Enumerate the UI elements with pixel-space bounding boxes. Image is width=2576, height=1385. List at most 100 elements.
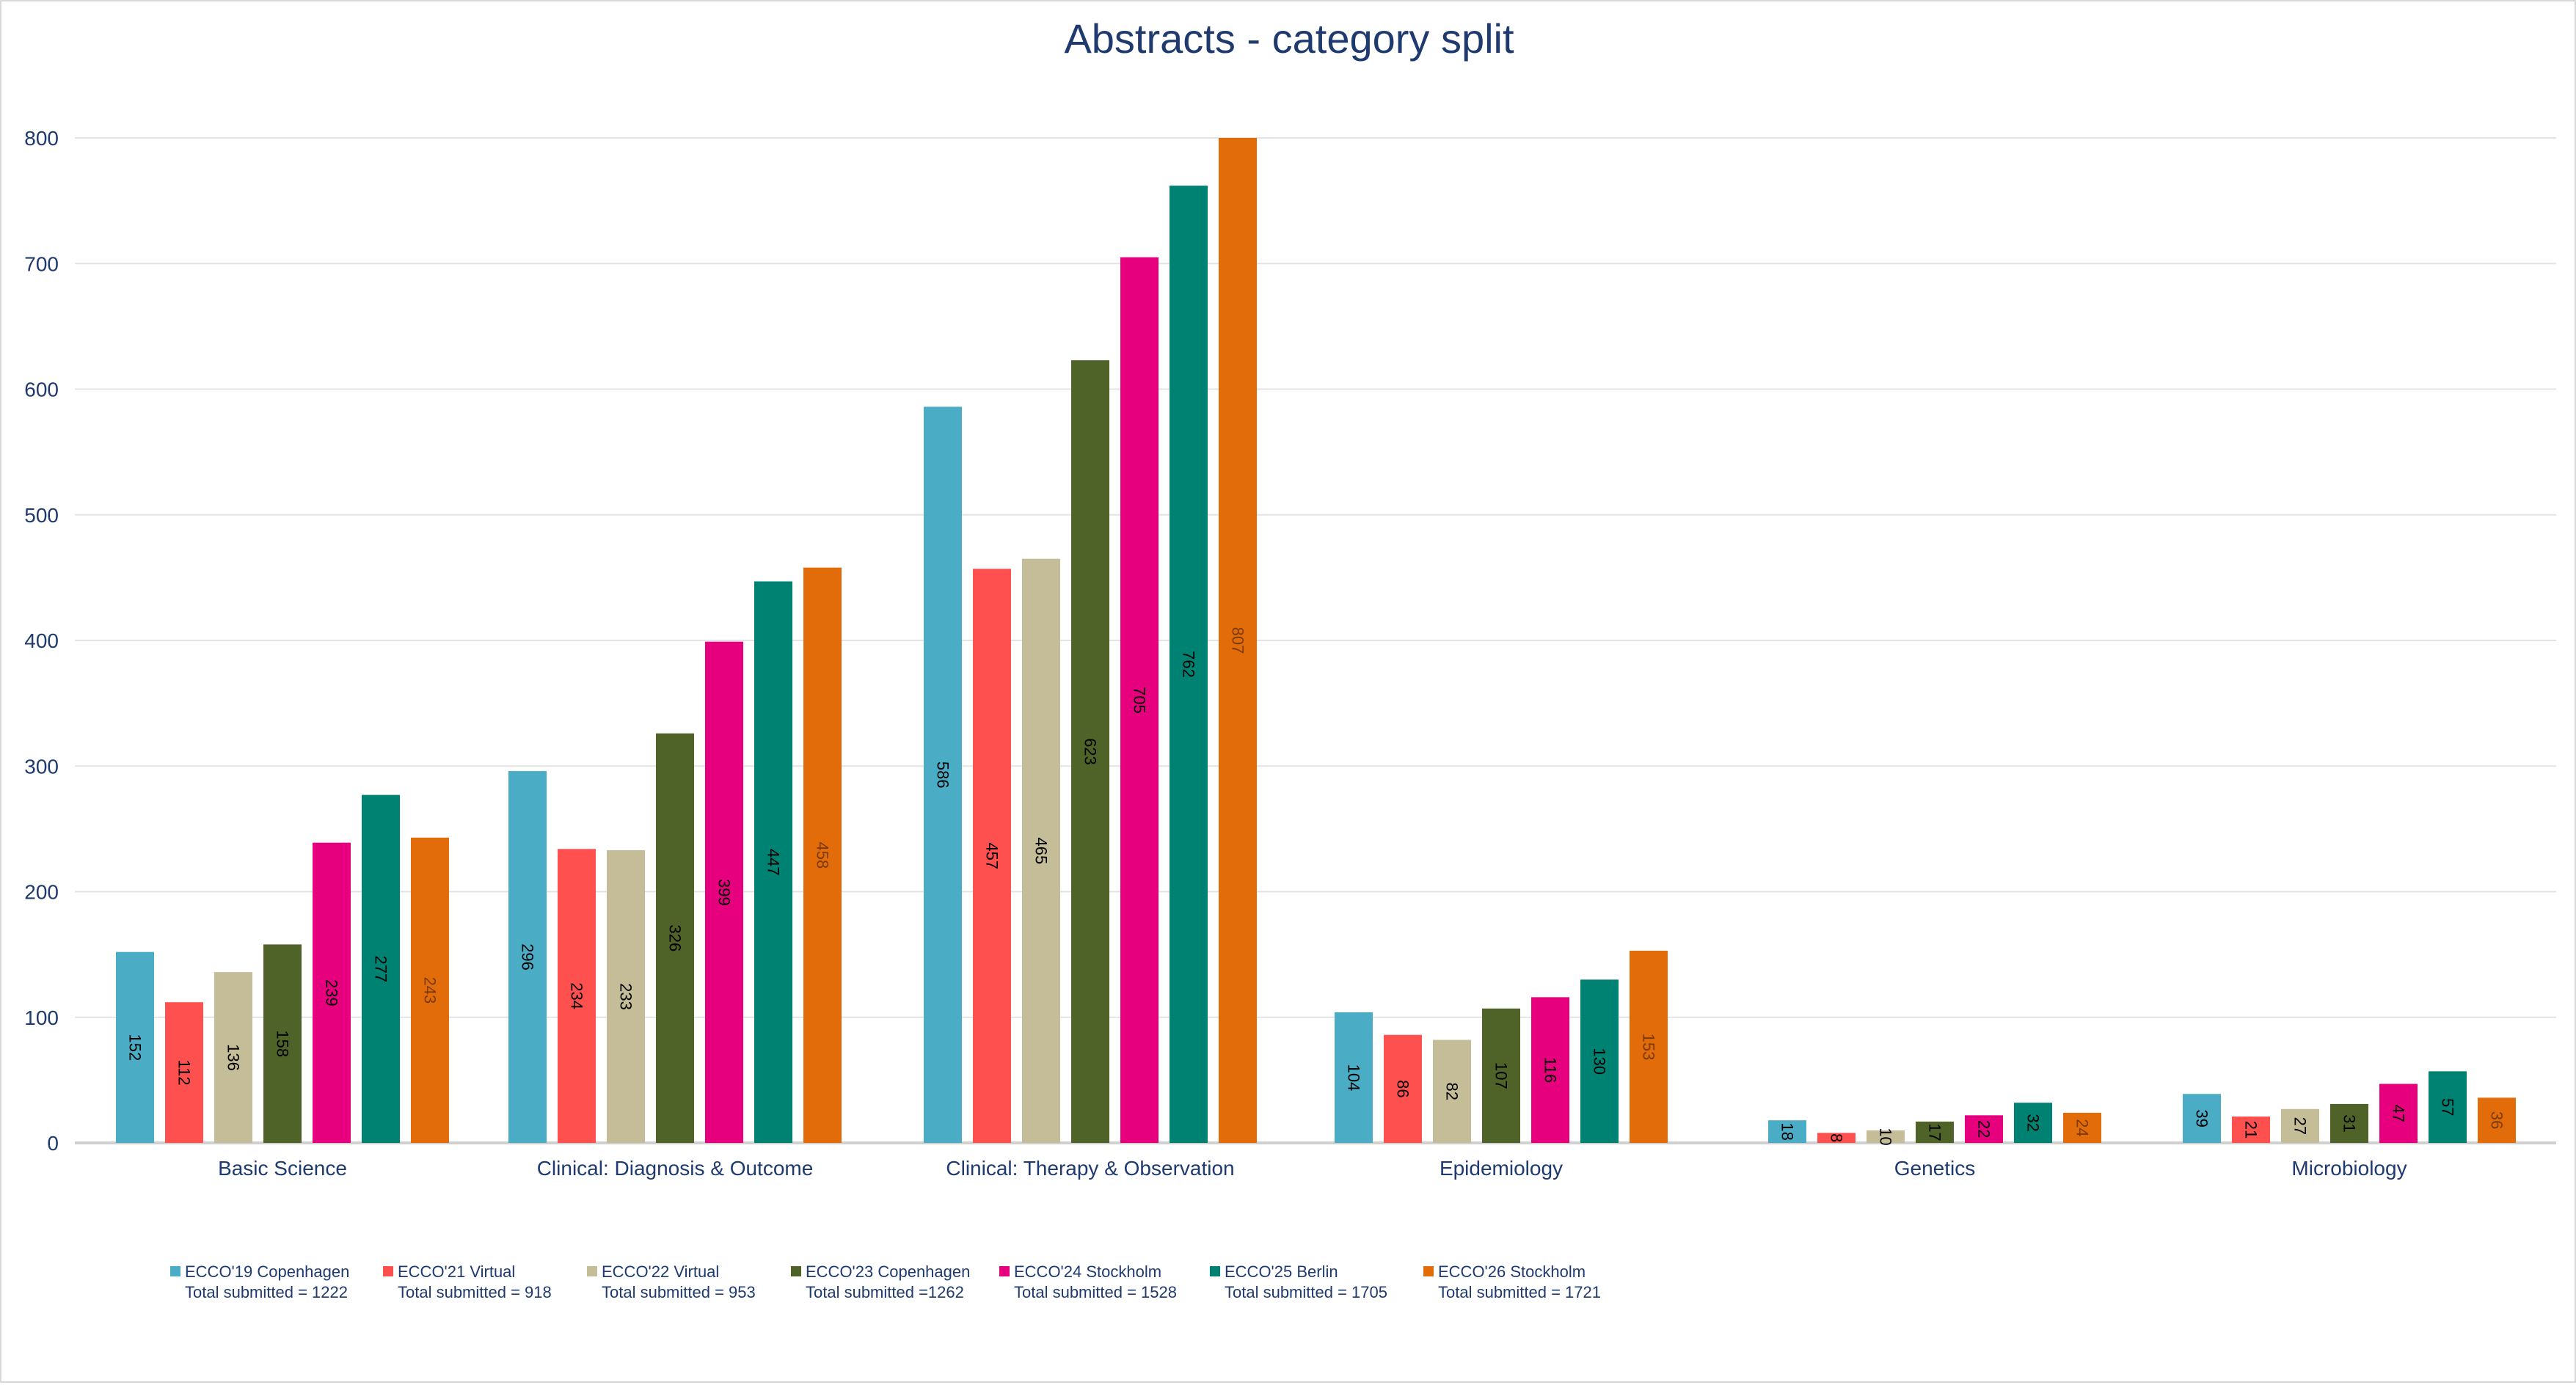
legend-item: ECCO'26 Stockholm Total submitted = 1721 <box>1423 1262 1601 1301</box>
data-label: 457 <box>983 842 1001 869</box>
legend-item: ECCO'25 Berlin Total submitted = 1705 <box>1210 1262 1387 1301</box>
data-label: 152 <box>126 1034 145 1061</box>
legend-label: ECCO'21 Virtual <box>398 1262 515 1281</box>
legend-swatch <box>383 1266 393 1276</box>
bar <box>2183 1094 2221 1143</box>
legend-total: Total submitted = 1705 <box>1225 1283 1387 1301</box>
bar <box>1630 950 1668 1143</box>
data-label: 807 <box>1229 627 1247 654</box>
data-label: 233 <box>617 983 635 1010</box>
x-tick-label: Epidemiology <box>1440 1157 1563 1180</box>
legend-total: Total submitted = 1721 <box>1438 1283 1601 1301</box>
legend-item: ECCO'23 Copenhagen Total submitted =1262 <box>791 1262 970 1301</box>
bar <box>362 794 400 1143</box>
y-tick-label: 500 <box>24 504 59 527</box>
data-label: 277 <box>372 955 390 982</box>
data-label: 104 <box>1345 1064 1363 1092</box>
y-tick-label: 400 <box>24 629 59 652</box>
data-label: 24 <box>2073 1119 2092 1136</box>
bar <box>313 842 351 1143</box>
legend-item: ECCO'21 Virtual Total submitted = 918 <box>383 1262 552 1301</box>
legend-label: ECCO'26 Stockholm <box>1438 1262 1586 1281</box>
legend-swatch <box>791 1266 801 1276</box>
data-label: 47 <box>2390 1105 2408 1122</box>
data-label: 130 <box>1591 1048 1609 1075</box>
legend-total: Total submitted =1262 <box>806 1283 964 1301</box>
data-label: 22 <box>1975 1120 1993 1138</box>
chart-title: Abstracts - category split <box>1064 15 1514 62</box>
data-label: 18 <box>1778 1122 1797 1140</box>
data-label: 586 <box>934 761 952 789</box>
bar <box>1916 1121 1954 1143</box>
y-tick-label: 800 <box>24 127 59 150</box>
data-label: 57 <box>2439 1098 2457 1116</box>
bar <box>1120 257 1159 1143</box>
legend-label: ECCO'22 Virtual <box>602 1262 719 1281</box>
bar <box>973 569 1011 1143</box>
data-label: 158 <box>274 1030 292 1057</box>
legend-swatch <box>1423 1266 1434 1276</box>
x-tick-label: Basic Science <box>218 1157 347 1180</box>
bar <box>705 641 743 1143</box>
bar <box>1433 1039 1471 1143</box>
legend-label: ECCO'25 Berlin <box>1225 1262 1338 1281</box>
y-tick-label: 300 <box>24 755 59 778</box>
data-label: 39 <box>2193 1109 2211 1127</box>
bar <box>803 567 842 1143</box>
legend-swatch <box>1210 1266 1220 1276</box>
bar <box>754 581 792 1143</box>
data-label: 762 <box>1180 651 1198 678</box>
bar <box>263 944 302 1143</box>
legend-swatch <box>170 1266 180 1276</box>
legend-label: ECCO'19 Copenhagen <box>185 1262 349 1281</box>
bar <box>1531 997 1569 1143</box>
data-label: 399 <box>715 879 734 906</box>
data-label: 239 <box>323 979 341 1006</box>
bar <box>165 1002 203 1143</box>
bar <box>116 951 154 1143</box>
bar <box>1482 1008 1520 1143</box>
data-label: 8 <box>1828 1133 1846 1142</box>
bar <box>1335 1012 1373 1143</box>
legend-label: ECCO'23 Copenhagen <box>806 1262 970 1281</box>
data-label: 21 <box>2242 1121 2261 1139</box>
data-label: 705 <box>1131 687 1149 714</box>
data-label: 10 <box>1877 1128 1895 1145</box>
bar <box>558 849 596 1143</box>
bar <box>656 733 694 1143</box>
bar <box>607 849 645 1143</box>
bar <box>1867 1130 1905 1143</box>
bar <box>1219 138 1257 1143</box>
bar <box>1768 1120 1806 1143</box>
data-label: 234 <box>568 982 586 1009</box>
data-label: 296 <box>519 943 537 971</box>
data-label: 458 <box>814 841 832 869</box>
legend-item: ECCO'24 Stockholm Total submitted = 1528 <box>999 1262 1177 1301</box>
bar <box>2014 1103 2052 1143</box>
data-label: 447 <box>765 849 783 876</box>
data-label: 112 <box>175 1060 194 1086</box>
y-tick-label: 100 <box>24 1006 59 1029</box>
data-label: 31 <box>2340 1114 2359 1132</box>
bar <box>2281 1108 2319 1143</box>
bar <box>411 837 449 1143</box>
bar <box>1022 558 1060 1143</box>
y-tick-label: 200 <box>24 881 59 904</box>
legend-item: ECCO'22 Virtual Total submitted = 953 <box>587 1262 756 1301</box>
y-tick-label: 700 <box>24 252 59 275</box>
data-label: 17 <box>1926 1123 1944 1141</box>
data-label: 116 <box>1541 1057 1560 1083</box>
bar <box>1817 1133 1856 1143</box>
legend-total: Total submitted = 1528 <box>1014 1283 1177 1301</box>
data-label: 36 <box>2488 1111 2506 1129</box>
bar <box>508 771 547 1143</box>
x-tick-label: Genetics <box>1894 1157 1976 1180</box>
legend-label: ECCO'24 Stockholm <box>1014 1262 1161 1281</box>
bar <box>214 972 252 1143</box>
bar <box>2232 1117 2270 1143</box>
legend-total: Total submitted = 953 <box>602 1283 756 1301</box>
bar <box>2379 1083 2418 1143</box>
bar <box>1384 1034 1422 1143</box>
